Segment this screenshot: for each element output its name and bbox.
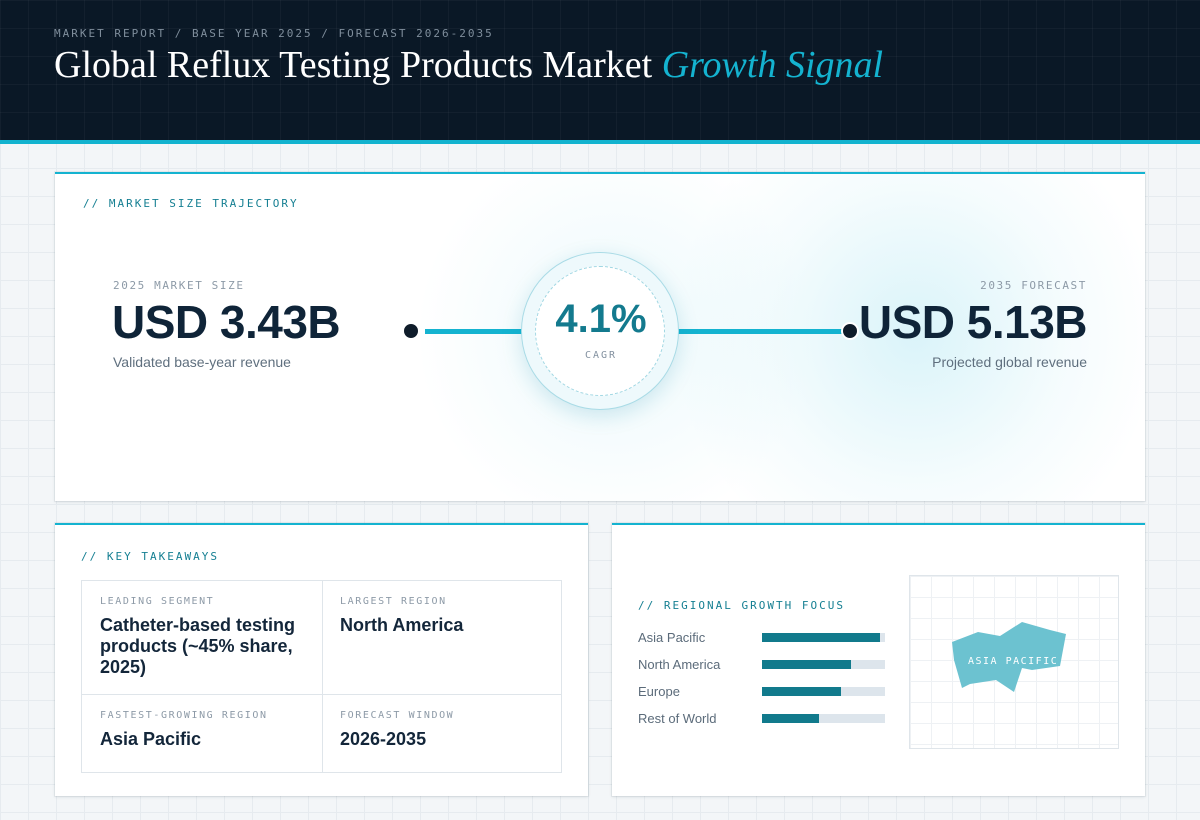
cagr-value: 4.1% [555, 297, 647, 341]
region-bar-fill [762, 714, 819, 723]
takeaway-value: Catheter-based testing products (~45% sh… [100, 615, 296, 677]
end-value: USD 5.13B [858, 296, 1088, 348]
takeaway-leading-segment: LEADING SEGMENT Catheter-based testing p… [100, 596, 310, 678]
grid-divider-horizontal [82, 694, 561, 695]
map-region-label: ASIA PACIFIC [968, 656, 1059, 667]
background-glow-right [675, 174, 1145, 501]
region-bar-fill [762, 633, 881, 642]
region-name: Europe [638, 684, 680, 699]
page-title: Global Reflux Testing Products Market Gr… [54, 43, 883, 87]
takeaway-value: 2026-2035 [340, 729, 427, 749]
takeaway-value: Asia Pacific [100, 729, 202, 749]
regional-section-label: // REGIONAL GROWTH FOCUS [638, 599, 845, 612]
region-name: Asia Pacific [638, 630, 706, 645]
region-bar-row: Europe [638, 684, 888, 699]
market-size-card: // MARKET SIZE TRAJECTORY 2025 MARKET SI… [55, 172, 1145, 501]
takeaway-label: LEADING SEGMENT [100, 596, 215, 607]
end-dot [841, 322, 859, 340]
region-bar-fill [762, 687, 841, 696]
regional-growth-card: // REGIONAL GROWTH FOCUS Asia Pacific No… [612, 523, 1145, 796]
takeaway-label: FORECAST WINDOW [340, 710, 455, 721]
takeaway-fastest-growing-region: FASTEST-GROWING REGION Asia Pacific [100, 710, 310, 750]
region-bar-track [762, 660, 885, 669]
title-main: Global Reflux Testing Products Market [54, 44, 653, 86]
region-name: Rest of World [638, 711, 717, 726]
region-bar-track [762, 714, 885, 723]
region-bar-track [762, 687, 885, 696]
start-value: USD 3.43B [112, 296, 341, 348]
start-label: 2025 MARKET SIZE [113, 279, 245, 292]
takeaway-largest-region: LARGEST REGION North America [340, 596, 550, 636]
end-caption: Projected global revenue [932, 354, 1087, 370]
trajectory-section-label: // MARKET SIZE TRAJECTORY [83, 197, 299, 210]
report-eyebrow: MARKET REPORT / BASE YEAR 2025 / FORECAS… [54, 27, 494, 40]
title-accent: Growth Signal [661, 44, 884, 86]
asia-pacific-map-shape [952, 622, 1066, 692]
takeaway-label: LARGEST REGION [340, 596, 447, 607]
region-bar-row: Asia Pacific [638, 630, 888, 645]
region-name: North America [638, 657, 721, 672]
region-bar-row: Rest of World [638, 711, 888, 726]
takeaway-label: FASTEST-GROWING REGION [100, 710, 268, 721]
cagr-inner-circle: 4.1% CAGR [535, 266, 665, 396]
key-takeaways-card: // KEY TAKEAWAYS LEADING SEGMENT Cathete… [55, 523, 588, 796]
grid-divider-vertical [322, 581, 323, 772]
cagr-label: CAGR [584, 350, 618, 361]
end-label: 2035 FORECAST [980, 279, 1087, 292]
takeaways-section-label: // KEY TAKEAWAYS [81, 550, 219, 563]
region-bar-row: North America [638, 657, 888, 672]
takeaways-grid: LEADING SEGMENT Catheter-based testing p… [81, 580, 562, 773]
start-dot [402, 322, 420, 340]
report-header: MARKET REPORT / BASE YEAR 2025 / FORECAS… [0, 0, 1200, 144]
cagr-badge: 4.1% CAGR [521, 252, 679, 410]
takeaway-forecast-window: FORECAST WINDOW 2026-2035 [340, 710, 550, 750]
region-bar-track [762, 633, 885, 642]
start-caption: Validated base-year revenue [113, 354, 291, 370]
region-bar-fill [762, 660, 851, 669]
takeaway-value: North America [340, 615, 464, 635]
region-map: ASIA PACIFIC [909, 575, 1119, 749]
